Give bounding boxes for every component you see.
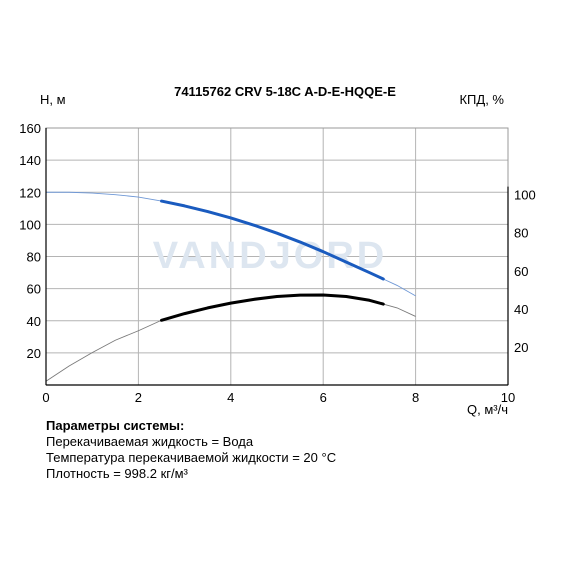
x-tick-label: 6	[320, 390, 327, 405]
y-left-tick-label: 60	[27, 282, 41, 297]
y-left-tick-label: 120	[19, 185, 41, 200]
head-curve-operating	[160, 199, 385, 281]
y-left-tick-label: 20	[27, 346, 41, 361]
x-tick-label: 8	[412, 390, 419, 405]
series	[45, 191, 416, 382]
system-parameters: Параметры системы: Перекачиваемая жидкос…	[46, 418, 336, 482]
y-right-axis-title: КПД, %	[459, 92, 504, 107]
y-left-tick-label: 140	[19, 153, 41, 168]
params-line-density: Плотность = 998.2 кг/м³	[46, 466, 188, 481]
y-left-tick-label: 40	[27, 314, 41, 329]
chart-title: 74115762 CRV 5-18C A-D-E-HQQE-E	[174, 84, 396, 99]
y-right-tick-label: 100	[514, 188, 536, 203]
x-tick-label: 0	[42, 390, 49, 405]
efficiency-curve-operating	[160, 293, 385, 322]
params-title: Параметры системы:	[46, 418, 185, 433]
y-right-tick-label: 40	[514, 302, 528, 317]
y-right-tick-label: 20	[514, 340, 528, 355]
axes	[45, 128, 509, 386]
y-left-tick-label: 80	[27, 250, 41, 265]
labels: 0 2 4 6 8 10 20 40 60 80 100 120 140 160 20 40 60 80 100 74…	[19, 84, 535, 417]
x-tick-label: 4	[227, 390, 234, 405]
watermark: VANDJORD	[153, 235, 387, 277]
y-left-axis-title: H, м	[40, 92, 66, 107]
y-right-tick-label: 60	[514, 264, 528, 279]
params-line-fluid: Перекачиваемая жидкость = Вода	[46, 434, 254, 449]
x-axis-title: Q, м³/ч	[467, 402, 508, 417]
y-left-tick-label: 160	[19, 121, 41, 136]
y-right-tick-label: 80	[514, 226, 528, 241]
y-left-tick-label: 100	[19, 217, 41, 232]
x-tick-label: 10	[501, 390, 515, 405]
x-tick-label: 2	[135, 390, 142, 405]
params-line-temperature: Температура перекачиваемой жидкости = 20…	[46, 450, 337, 465]
